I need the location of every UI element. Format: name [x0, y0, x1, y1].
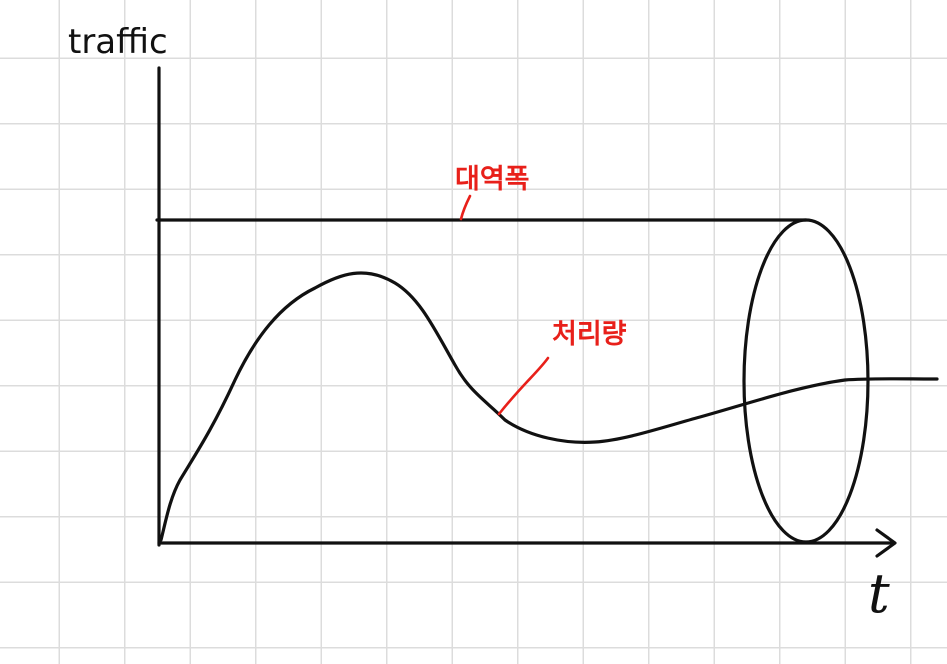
- throughput-curve: [159, 271, 939, 542]
- pipe-end-ellipse: [742, 218, 870, 544]
- bandwidth-annotation: 대역폭: [455, 164, 530, 195]
- x-axis-label: t: [868, 562, 890, 625]
- x-axis-arrowhead: [875, 528, 897, 558]
- y-axis-label: traffic: [68, 22, 168, 62]
- throughput-leader-line: [497, 356, 550, 416]
- bandwidth-leader-line: [459, 194, 472, 221]
- throughput-annotation: 처리량: [552, 319, 627, 350]
